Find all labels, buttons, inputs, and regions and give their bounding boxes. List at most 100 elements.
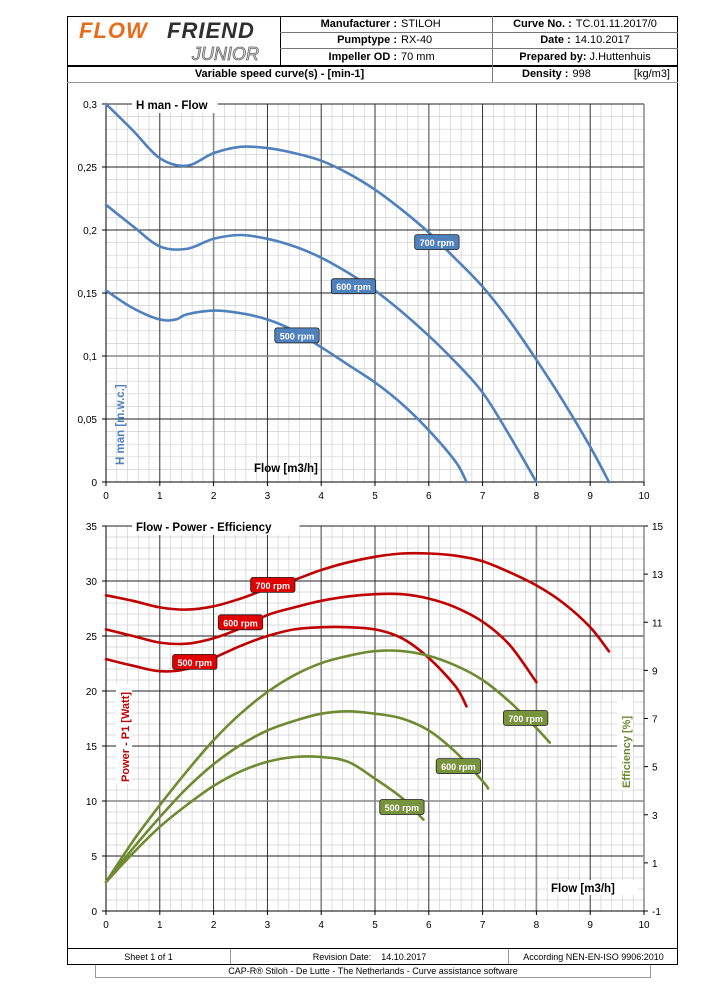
logo-graphic: FLOW FRIEND JUNIOR [79,18,259,64]
power-y-axis-title: Power - P1 [Watt] [120,692,132,782]
x-tick-label: 8 [534,491,540,502]
impeller-row: Impeller OD : 70 mm [280,48,492,65]
prepared-label: Prepared by: [519,50,587,63]
power-label-600-box [217,614,264,631]
efficiency-label-700-text: 700 rpm [508,714,543,724]
footer: Sheet 1 of 1 Revision Date: 14.10.2017 A… [67,948,678,965]
efficiency-label-500: 500 rpm [379,799,425,815]
head-y-axis-title: H man [m.w.c.] [115,384,127,465]
head-label-600: 600 rpm [330,278,377,295]
logo-text-junior: JUNIOR [191,44,259,64]
y2-tick-label: 5 [652,763,658,774]
y2-tick-label: 3 [652,811,658,822]
y2-tick-label: 13 [652,570,664,581]
x-tick-label: 5 [372,920,378,931]
prepared-value: J.Huttenhuis [589,50,651,63]
power-label-500-box [172,654,218,670]
y-tick-label: 0 [91,478,97,489]
power-label-500-text: 500 rpm [178,658,213,668]
x-tick-label: 1 [157,491,163,502]
head-label-700-text: 700 rpm [420,238,455,248]
y2-tick-label: 15 [652,522,664,533]
power-x-axis-title-bg [548,880,638,895]
logo-text-flow: FLOW [79,18,149,43]
head-x-axis-title: Flow [m3/h] [254,463,318,475]
curve-no-value: TC.01.11.2017/0 [575,18,657,30]
date-value: 14.10.2017 [574,34,630,46]
power-label-700-box [250,577,296,593]
head-label-700: 700 rpm [414,234,460,251]
x-tick-label: 8 [534,920,540,931]
efficiency-label-700: 700 rpm [503,710,549,726]
x-tick-label: 6 [426,920,432,931]
power-label-600-text: 600 rpm [223,618,258,628]
sheet-number: Sheet 1 of 1 [67,949,231,964]
head-label-600-box [330,278,377,295]
x-tick-label: 5 [372,491,378,502]
head-label-500-box [274,327,320,344]
date-label: Date : [540,34,571,46]
divider [280,48,678,49]
head-chart-title: H man - Flow [136,100,208,112]
head-curve-500-rpm [104,289,468,484]
y2-tick-label: 7 [652,715,658,726]
efficiency-curve-700-rpm [104,649,552,884]
power-chart-title: Flow - Power - Efficiency [136,522,272,534]
x-tick-label: 4 [318,491,324,502]
efficiency-label-600-box [435,758,481,775]
x-tick-label: 2 [211,491,217,502]
manufacturer-label: Manufacturer : [320,18,397,30]
efficiency-label-600: 600 rpm [435,758,481,775]
date-row: Date : 14.10.2017 [492,32,678,48]
header-block: FLOW FRIEND JUNIOR Manufacturer : STILOH… [67,16,678,83]
power-chart-grid [105,525,645,912]
efficiency-axis-title: Efficiency [%] [621,716,633,788]
y-tick-label: 0,05 [78,415,98,426]
software-credit: CAP-R® Stiloh - De Lutte - The Netherlan… [95,965,651,978]
x-tick-label: 1 [157,920,163,931]
head-curve-700-rpm [104,102,611,484]
power-y-axis-title-bg [116,684,132,784]
density-unit: [kg/m3] [633,67,670,80]
density-value: 998 [572,67,591,80]
y-tick-label: 15 [86,742,98,753]
head-chart-title-bg [132,98,218,113]
head-curve-600-rpm [104,203,538,484]
revision-date-cell: Revision Date: 14.10.2017 [231,949,509,964]
variable-speed-label: Variable speed curve(s) - [min-1] [194,67,365,80]
y-tick-label: 0,25 [78,163,98,174]
x-tick-label: 9 [587,920,593,931]
curve-no-row: Curve No. : TC.01.11.2017/0 [492,16,678,32]
y2-tick-label: -1 [652,907,661,918]
x-tick-label: 6 [426,491,432,502]
power-curve-700-rpm [104,551,611,653]
standard-text: According NEN-EN-ISO 9906:2010 [523,951,664,962]
manufacturer-row: Manufacturer : STILOH [280,16,492,32]
x-tick-label: 3 [265,920,271,931]
y-tick-label: 10 [86,797,98,808]
power-x-axis-title: Flow [m3/h] [551,883,615,895]
pumptype-value: RX-40 [401,34,433,46]
divider [67,82,678,83]
y-tick-label: 30 [86,577,98,588]
pumptype-row: Pumptype : RX-40 [280,32,492,48]
x-tick-label: 7 [480,491,486,502]
efficiency-label-600-text: 600 rpm [441,762,476,772]
head-label-500: 500 rpm [274,327,320,344]
efficiency-label-500-text: 500 rpm [385,803,420,813]
curve-no-label: Curve No. : [513,18,572,30]
head-label-600-text: 600 rpm [336,282,371,292]
revision-date-value: 14.10.2017 [381,951,427,962]
efficiency-axis-title-bg [617,700,633,790]
power-curve-500-rpm [104,625,468,708]
logo: FLOW FRIEND JUNIOR [67,16,281,65]
revision-date-label: Revision Date: [312,951,372,962]
y2-tick-label: 9 [652,666,658,677]
impeller-label: Impeller OD : [328,50,397,63]
logo-text-friend: FRIEND [167,18,255,43]
y-tick-label: 0,3 [83,100,97,111]
power-curve-600-rpm [104,592,538,684]
impeller-value: 70 mm [401,50,435,63]
x-tick-label: 0 [103,491,109,502]
